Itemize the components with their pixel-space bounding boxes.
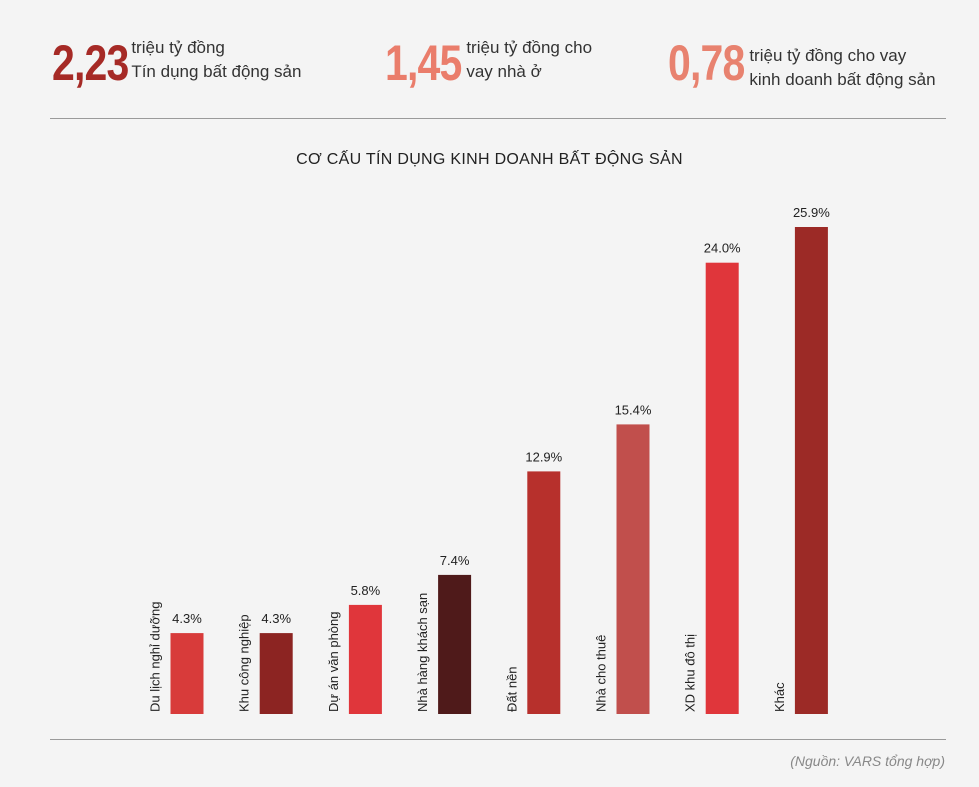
value-label-3: 5.8%	[351, 583, 381, 598]
stat-business-loans: 0,78 triệu tỷ đồng cho vay kinh doanh bấ…	[668, 38, 936, 92]
source-note: (Nguồn: VARS tổng hợp)	[790, 753, 945, 769]
bar-5	[527, 471, 561, 714]
stat-value: 0,78	[668, 35, 745, 91]
stat-description: triệu tỷ đồng cho vay kinh doanh bất độn…	[749, 44, 935, 92]
bar-1	[170, 633, 204, 714]
chart-title: CƠ CẤU TÍN DỤNG KINH DOANH BẤT ĐỘNG SẢN	[296, 151, 683, 168]
bottom-divider	[50, 739, 946, 740]
category-label-7: XD khu đô thị	[683, 634, 698, 712]
stat-description: triệu tỷ đồng Tín dụng bất động sản	[131, 36, 301, 84]
stat-description: triệu tỷ đồng cho vay nhà ở	[466, 36, 592, 84]
category-label-5: Đất nền	[504, 666, 519, 712]
category-label-1: Du lịch nghỉ dưỡng	[148, 602, 163, 712]
stat-line-2: kinh doanh bất động sản	[749, 70, 936, 89]
stat-housing-loans: 1,45 triệu tỷ đồng cho vay nhà ở	[385, 38, 592, 88]
bar-4	[438, 574, 472, 714]
category-label-6: Nhà cho thuê	[594, 635, 609, 712]
bar-6	[616, 424, 650, 714]
stat-line-2: vay nhà ở	[466, 62, 542, 81]
bar-8	[794, 227, 828, 714]
category-label-3: Dự án văn phòng	[326, 612, 341, 713]
category-label-2: Khu công nghiệp	[237, 614, 252, 712]
stat-line-1: triệu tỷ đồng cho vay	[749, 46, 907, 65]
stat-line-1: triệu tỷ đồng cho	[466, 38, 593, 57]
value-label-4: 7.4%	[440, 553, 470, 568]
category-label-8: Khác	[772, 682, 787, 712]
stat-line-2: Tín dụng bất động sản	[131, 62, 302, 81]
stat-real-estate-credit: 2,23 triệu tỷ đồng Tín dụng bất động sản	[52, 38, 301, 88]
value-label-2: 4.3%	[261, 611, 291, 626]
value-label-8: 25.9%	[793, 205, 830, 220]
top-divider	[50, 118, 946, 119]
stat-value: 2,23	[52, 35, 129, 91]
value-label-7: 24.0%	[704, 241, 741, 256]
bar-3	[348, 604, 382, 714]
stat-line-1: triệu tỷ đồng	[131, 38, 225, 57]
value-label-1: 4.3%	[172, 611, 202, 626]
value-label-5: 12.9%	[525, 449, 562, 464]
bar-7	[705, 262, 739, 714]
value-label-6: 15.4%	[615, 402, 652, 417]
bar-2	[259, 633, 293, 714]
stats-header: 2,23 triệu tỷ đồng Tín dụng bất động sản…	[0, 0, 979, 118]
stat-value: 1,45	[385, 35, 462, 91]
category-label-4: Nhà hàng khách sạn	[415, 593, 430, 712]
